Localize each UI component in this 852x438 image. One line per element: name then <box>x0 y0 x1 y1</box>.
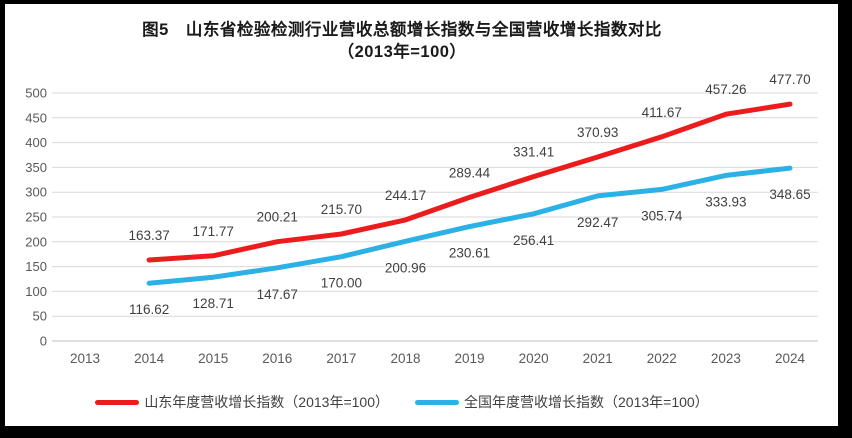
data-label-shandong: 457.26 <box>705 82 746 97</box>
x-axis-tick-label: 2014 <box>134 351 165 366</box>
data-label-national: 292.47 <box>577 215 618 230</box>
chart-title-line2: （2013年=100） <box>337 43 467 61</box>
legend-label-shandong: 山东年度营收增长指数（2013年=100） <box>144 394 389 410</box>
y-axis-tick-label: 350 <box>25 160 47 175</box>
legend-swatch-shandong-icon <box>95 399 140 405</box>
data-label-national: 348.65 <box>769 187 810 202</box>
data-label-shandong: 370.93 <box>577 125 618 140</box>
data-label-national: 147.67 <box>257 287 298 302</box>
data-label-national: 230.61 <box>449 246 490 261</box>
chart-title: 图5 山东省检验检测行业营收总额增长指数与全国营收增长指数对比 （2013年=1… <box>52 19 752 63</box>
x-axis-tick-label: 2024 <box>775 351 806 366</box>
x-axis-tick-label: 2019 <box>454 351 484 366</box>
x-axis-tick-label: 2015 <box>198 351 228 366</box>
data-label-shandong: 163.37 <box>128 228 169 243</box>
data-label-shandong: 289.44 <box>449 165 491 180</box>
y-axis-tick-label: 100 <box>25 284 47 299</box>
data-label-shandong: 244.17 <box>385 188 426 203</box>
y-axis-tick-label: 300 <box>25 185 47 200</box>
legend: 山东年度营收增长指数（2013年=100） 全国年度营收增长指数（2013年=1… <box>52 392 752 412</box>
data-label-shandong: 411.67 <box>642 105 682 120</box>
data-label-national: 116.62 <box>129 302 169 317</box>
data-label-national: 333.93 <box>705 194 746 209</box>
data-label-national: 170.00 <box>321 276 362 291</box>
y-axis-tick-label: 200 <box>25 234 47 249</box>
x-axis-tick-label: 2022 <box>647 351 677 366</box>
data-label-national: 200.96 <box>385 260 426 275</box>
x-axis-tick-label: 2023 <box>711 351 741 366</box>
y-axis-tick-label: 150 <box>25 259 47 274</box>
y-axis-tick-label: 500 <box>25 86 47 101</box>
series-line-shandong <box>146 101 793 263</box>
legend-item-national: 全国年度营收增长指数（2013年=100） <box>415 392 709 412</box>
data-label-shandong: 215.70 <box>321 202 362 217</box>
x-axis-tick-label: 2020 <box>519 351 549 366</box>
legend-label-national: 全国年度营收增长指数（2013年=100） <box>464 394 709 410</box>
x-axis-tick-label: 2016 <box>262 351 292 366</box>
series-line-national <box>146 165 793 286</box>
x-axis-tick-label: 2021 <box>583 351 613 366</box>
x-axis-tick-label: 2018 <box>390 351 420 366</box>
legend-item-shandong: 山东年度营收增长指数（2013年=100） <box>95 392 389 412</box>
y-axis-tick-label: 250 <box>25 210 47 225</box>
x-axis-tick-label: 2013 <box>70 351 100 366</box>
x-axis-tick-label: 2017 <box>326 351 356 366</box>
data-label-national: 256.41 <box>513 233 554 248</box>
chart-title-line1: 图5 山东省检验检测行业营收总额增长指数与全国营收增长指数对比 <box>142 21 662 39</box>
y-axis-tick-label: 450 <box>25 110 47 125</box>
data-label-national: 128.71 <box>193 296 234 311</box>
y-axis-tick-label: 50 <box>33 309 47 324</box>
data-label-shandong: 200.21 <box>257 210 298 225</box>
data-label-shandong: 477.70 <box>769 72 810 87</box>
legend-swatch-national-icon <box>415 399 459 405</box>
y-axis-tick-label: 0 <box>40 334 47 349</box>
y-axis-tick-label: 400 <box>25 135 47 150</box>
data-label-shandong: 171.77 <box>193 224 234 239</box>
data-label-shandong: 331.41 <box>513 145 554 160</box>
data-label-national: 305.74 <box>641 208 683 223</box>
